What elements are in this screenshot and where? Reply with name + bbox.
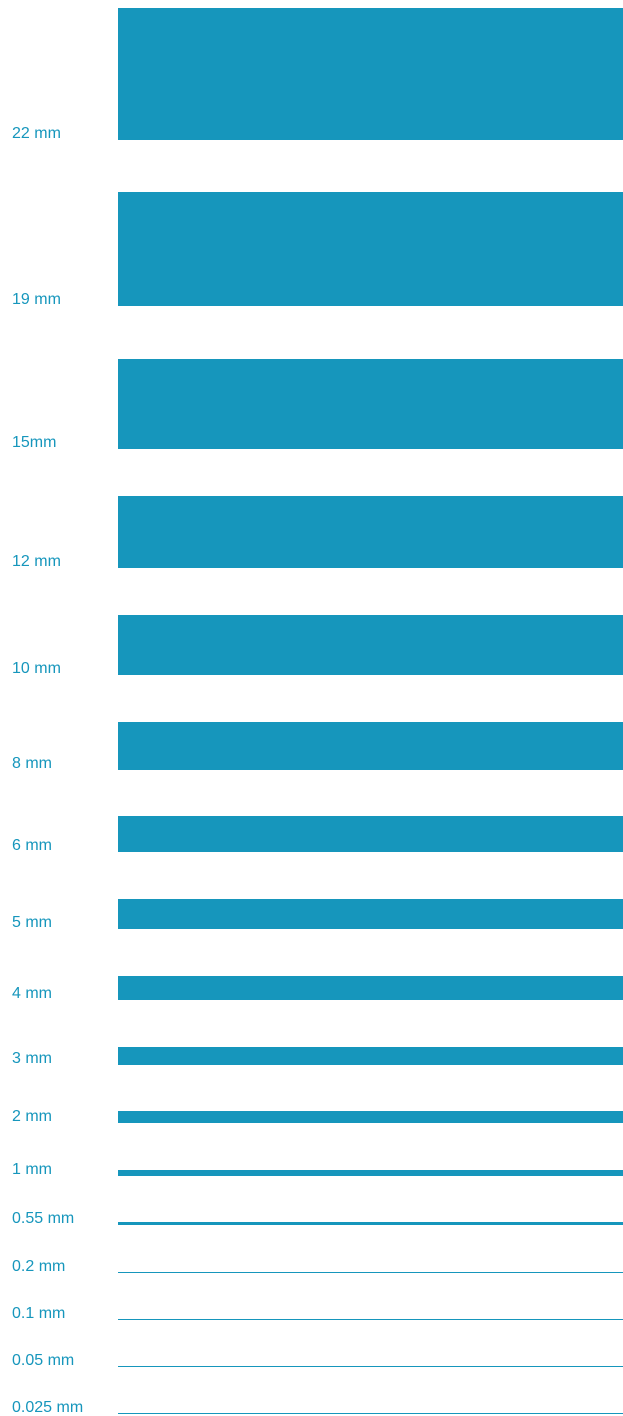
thickness-bar (118, 1047, 623, 1065)
thickness-label: 2 mm (12, 1108, 52, 1125)
thickness-bar (118, 1272, 623, 1273)
thickness-bar (118, 722, 623, 770)
thickness-label: 3 mm (12, 1050, 52, 1067)
thickness-bar (118, 8, 623, 140)
thickness-label: 4 mm (12, 985, 52, 1002)
thickness-bar (118, 1170, 623, 1176)
thickness-label: 0.025 mm (12, 1399, 84, 1416)
thickness-label: 6 mm (12, 837, 52, 854)
thickness-bar (118, 192, 623, 306)
thickness-bar (118, 496, 623, 568)
thickness-label: 0.2 mm (12, 1258, 66, 1275)
thickness-label: 22 mm (12, 125, 61, 142)
thickness-bar (118, 976, 623, 1000)
thickness-bar (118, 1413, 623, 1414)
thickness-bar (118, 615, 623, 675)
thickness-bar (118, 816, 623, 852)
thickness-bar (118, 1222, 623, 1225)
thickness-label: 0.1 mm (12, 1305, 66, 1322)
thickness-label: 10 mm (12, 660, 61, 677)
thickness-bar (118, 899, 623, 929)
thickness-label: 5 mm (12, 914, 52, 931)
thickness-label: 0.55 mm (12, 1210, 75, 1227)
thickness-bar (118, 359, 623, 449)
thickness-bar (118, 1366, 623, 1367)
thickness-bar (118, 1319, 623, 1320)
thickness-label: 15mm (12, 434, 57, 451)
thickness-label: 12 mm (12, 553, 61, 570)
thickness-label: 0.05 mm (12, 1352, 75, 1369)
thickness-bar (118, 1111, 623, 1123)
thickness-label: 8 mm (12, 755, 52, 772)
thickness-label: 19 mm (12, 291, 61, 308)
thickness-label: 1 mm (12, 1161, 52, 1178)
